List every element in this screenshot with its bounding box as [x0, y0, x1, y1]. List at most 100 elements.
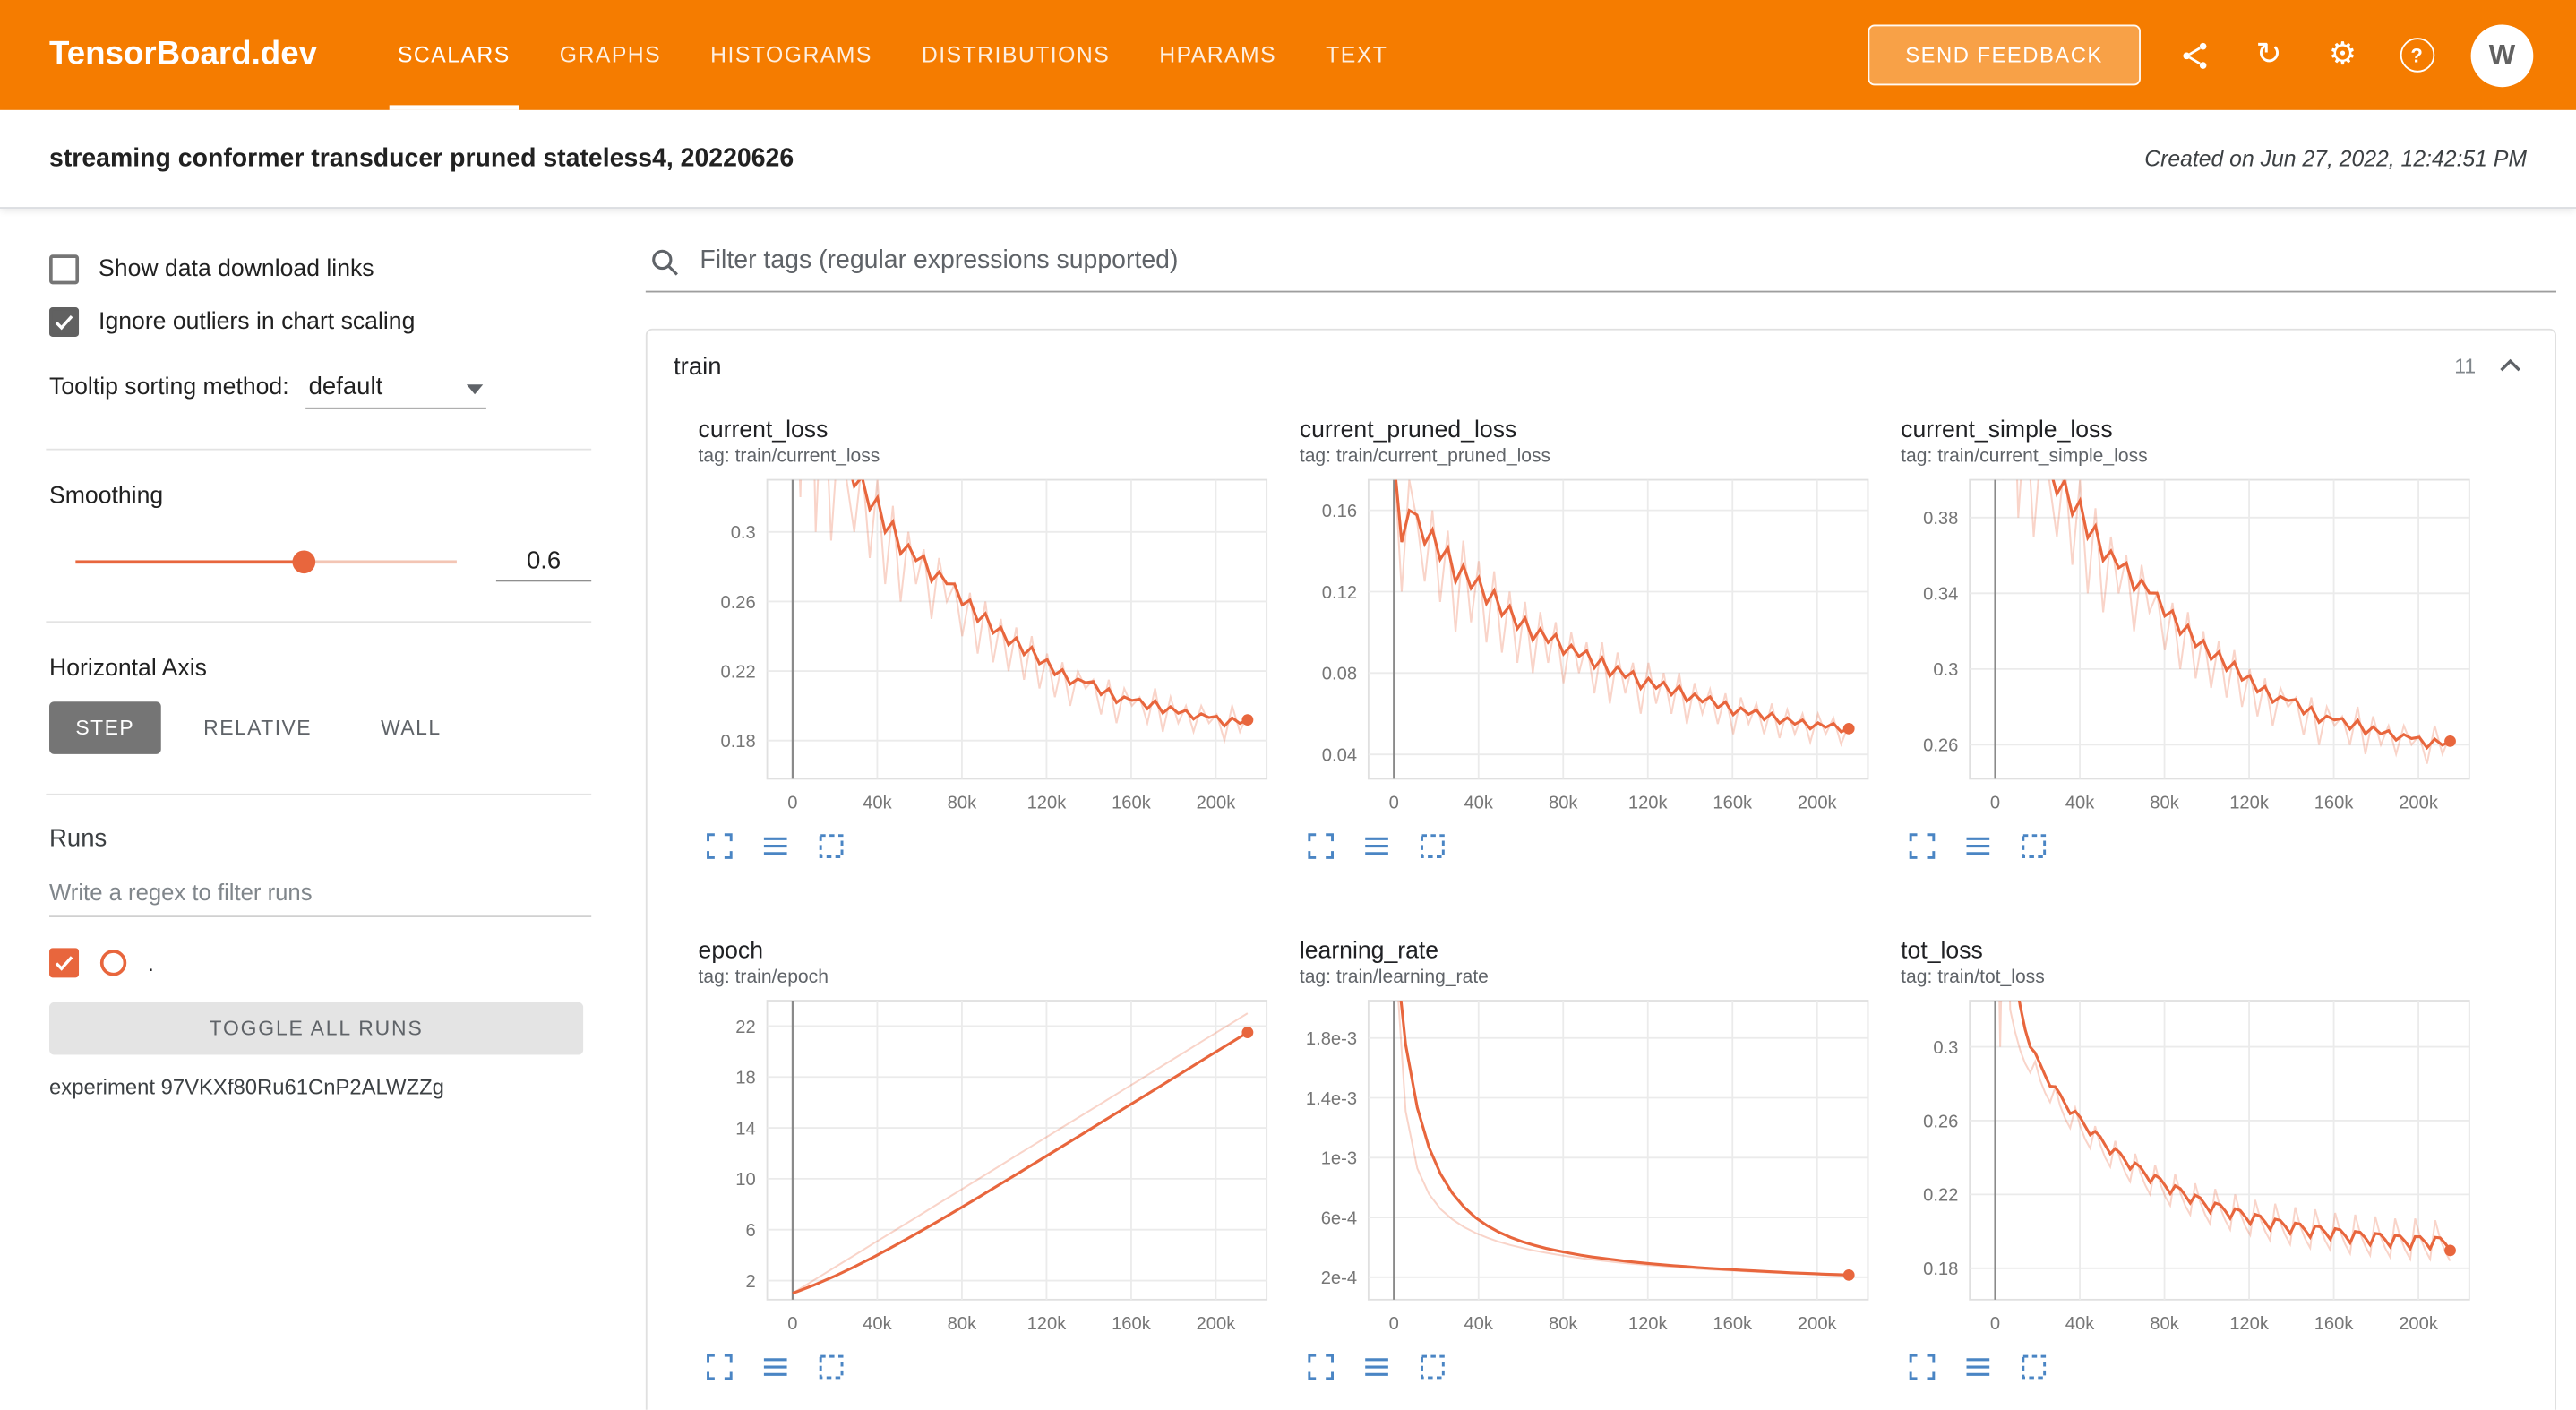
- show-download-links-label: Show data download links: [99, 256, 374, 283]
- toggle-all-runs-button[interactable]: TOGGLE ALL RUNS: [49, 1002, 584, 1055]
- tab-hparams[interactable]: HPARAMS: [1159, 42, 1277, 68]
- svg-text:40k: 40k: [2065, 793, 2095, 812]
- avatar[interactable]: W: [2470, 23, 2534, 87]
- chart-plot[interactable]: 0 40k 80k 120k 160k 200k 0.18 0.22 0.26 0.3: [1894, 991, 2479, 1343]
- svg-text:80k: 80k: [1549, 793, 1578, 812]
- svg-text:0.18: 0.18: [720, 732, 755, 752]
- chart-options-icon[interactable]: [1963, 1353, 1993, 1386]
- ignore-outliers-label: Ignore outliers in chart scaling: [99, 308, 416, 336]
- chart-plot[interactable]: 0 40k 80k 120k 160k 200k 2 6 10 14 18 22: [691, 991, 1276, 1343]
- run-name: .: [148, 950, 154, 976]
- svg-text:200k: 200k: [1197, 793, 1237, 812]
- chevron-up-icon[interactable]: [2492, 348, 2528, 384]
- svg-text:0.12: 0.12: [1322, 583, 1357, 603]
- smoothing-slider[interactable]: [75, 550, 457, 574]
- tag-filter-row: [645, 238, 2556, 293]
- fit-domain-icon[interactable]: [817, 1353, 846, 1386]
- svg-text:6e-4: 6e-4: [1321, 1208, 1357, 1228]
- chart-plot[interactable]: 0 40k 80k 120k 160k 200k 0.18 0.22 0.26 0.3: [691, 470, 1276, 822]
- fit-domain-icon[interactable]: [2019, 831, 2048, 864]
- expand-chart-icon[interactable]: [1306, 1353, 1335, 1386]
- svg-text:0.3: 0.3: [731, 523, 756, 543]
- expand-chart-icon[interactable]: [1306, 831, 1335, 864]
- expand-chart-icon[interactable]: [1907, 831, 1936, 864]
- chart-cell: epoch tag: train/epoch 0 40k 80k 120k 160k 200k…: [691, 936, 1276, 1385]
- chart-options-icon[interactable]: [1362, 1353, 1392, 1386]
- runs-filter-input[interactable]: [49, 869, 592, 917]
- svg-text:0: 0: [1389, 793, 1399, 812]
- svg-text:0.26: 0.26: [1923, 1112, 1958, 1131]
- svg-text:0.3: 0.3: [1933, 1038, 1958, 1058]
- chart-plot[interactable]: 0 40k 80k 120k 160k 200k 2e-4 6e-4 1e-3 1.4e-3 1.8…: [1293, 991, 1878, 1343]
- svg-text:6: 6: [746, 1221, 756, 1241]
- svg-text:80k: 80k: [2150, 793, 2179, 812]
- svg-text:80k: 80k: [1549, 1314, 1578, 1334]
- chart-options-icon[interactable]: [760, 1353, 790, 1386]
- expand-chart-icon[interactable]: [705, 1353, 734, 1386]
- fit-domain-icon[interactable]: [817, 831, 846, 864]
- tag-group-header[interactable]: train 11: [648, 331, 2555, 403]
- chart-toolbar: [1907, 831, 2478, 864]
- svg-text:160k: 160k: [1112, 1314, 1152, 1334]
- axis-relative-button[interactable]: RELATIVE: [177, 701, 339, 754]
- fit-domain-icon[interactable]: [2019, 1353, 2048, 1386]
- ignore-outliers-checkbox[interactable]: [49, 306, 80, 338]
- chart-title: tot_loss: [1901, 938, 1983, 965]
- svg-text:0: 0: [787, 1314, 797, 1334]
- send-feedback-button[interactable]: SEND FEEDBACK: [1868, 24, 2141, 86]
- tab-text[interactable]: TEXT: [1326, 42, 1388, 68]
- chart-cell: tot_loss tag: train/tot_loss 0 40k 80k 120k 16…: [1894, 936, 2479, 1385]
- chart-options-icon[interactable]: [1963, 831, 1993, 864]
- tooltip-sort-select[interactable]: default: [305, 366, 486, 409]
- experiment-title: streaming conformer transducer pruned st…: [49, 143, 794, 172]
- svg-text:22: 22: [735, 1018, 755, 1037]
- settings-icon[interactable]: ⚙: [2328, 36, 2357, 73]
- svg-text:18: 18: [735, 1069, 755, 1088]
- svg-text:10: 10: [735, 1170, 755, 1190]
- slider-fill: [75, 560, 305, 564]
- smoothing-value[interactable]: 0.6: [495, 542, 592, 582]
- svg-text:0: 0: [1990, 793, 2000, 812]
- axis-wall-button[interactable]: WALL: [355, 701, 468, 754]
- chart-tag: tag: train/current_loss: [698, 446, 880, 467]
- svg-text:0.22: 0.22: [720, 662, 755, 682]
- runs-label: Runs: [49, 824, 107, 853]
- tab-distributions[interactable]: DISTRIBUTIONS: [921, 42, 1111, 68]
- main-nav: SCALARS GRAPHS HISTOGRAMS DISTRIBUTIONS …: [373, 0, 1412, 110]
- svg-text:2: 2: [746, 1272, 756, 1292]
- tab-graphs[interactable]: GRAPHS: [559, 42, 662, 68]
- axis-step-button[interactable]: STEP: [49, 701, 161, 754]
- share-icon[interactable]: [2175, 35, 2214, 74]
- slider-handle[interactable]: [292, 550, 316, 574]
- chart-plot[interactable]: 0 40k 80k 120k 160k 200k 0.26 0.3 0.34 0.38: [1894, 470, 2479, 822]
- tab-scalars[interactable]: SCALARS: [373, 0, 535, 110]
- chart-options-icon[interactable]: [760, 831, 790, 864]
- chart-options-icon[interactable]: [1362, 831, 1392, 864]
- run-checkbox[interactable]: [49, 948, 80, 978]
- chart-title: learning_rate: [1299, 938, 1439, 965]
- created-timestamp: Created on Jun 27, 2022, 12:42:51 PM: [2144, 146, 2527, 171]
- tag-group-title: train: [674, 352, 722, 381]
- svg-text:14: 14: [735, 1119, 755, 1139]
- show-download-links-checkbox[interactable]: [49, 254, 80, 285]
- expand-chart-icon[interactable]: [1907, 1353, 1936, 1386]
- run-color-swatch[interactable]: [99, 950, 127, 976]
- refresh-icon[interactable]: ↻: [2255, 36, 2282, 73]
- fit-domain-icon[interactable]: [1418, 831, 1447, 864]
- chart-tag: tag: train/tot_loss: [1901, 967, 2045, 988]
- fit-domain-icon[interactable]: [1418, 1353, 1447, 1386]
- expand-chart-icon[interactable]: [705, 831, 734, 864]
- tag-group-card: train 11 current_loss tag: train/current_…: [645, 328, 2556, 1410]
- svg-text:40k: 40k: [863, 1314, 892, 1334]
- help-icon[interactable]: ?: [2397, 35, 2436, 74]
- chart-plot[interactable]: 0 40k 80k 120k 160k 200k 0.04 0.08 0.12 0.16: [1293, 470, 1878, 822]
- chart-toolbar: [1306, 1353, 1877, 1386]
- tag-filter-input[interactable]: [696, 245, 2554, 278]
- chart-cell: current_simple_loss tag: train/current_si…: [1894, 416, 2479, 864]
- charts-grid: current_loss tag: train/current_loss 0 40k 8…: [648, 402, 2555, 1409]
- divider: [46, 448, 592, 451]
- tab-histograms[interactable]: HISTOGRAMS: [710, 42, 872, 68]
- app-title[interactable]: TensorBoard.dev: [49, 36, 317, 73]
- svg-text:160k: 160k: [1713, 793, 1753, 812]
- help-glyph: ?: [2410, 43, 2423, 67]
